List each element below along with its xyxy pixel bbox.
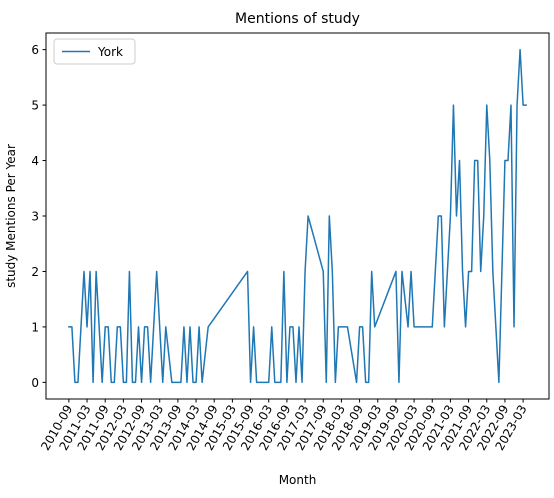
legend-box: [53, 38, 136, 65]
y-tick-label: 5: [31, 99, 39, 113]
legend-label-york: York: [97, 45, 123, 59]
y-tick-label: 1: [31, 320, 39, 334]
plot-area: [68, 48, 527, 384]
y-tick-label: 4: [31, 154, 39, 168]
y-tick-label: 6: [31, 43, 39, 57]
y-axis: 0 1 2 3 4 5 6: [31, 43, 46, 390]
legend: York: [53, 38, 136, 65]
series-line-york: [68, 48, 527, 384]
x-axis-title: Month: [279, 473, 317, 487]
y-tick-label: 0: [31, 376, 39, 390]
y-axis-title: study Mentions Per Year: [4, 144, 18, 288]
y-tick-label: 3: [31, 210, 39, 224]
y-tick-label: 2: [31, 265, 39, 279]
chart-title: Mentions of study: [235, 11, 360, 27]
